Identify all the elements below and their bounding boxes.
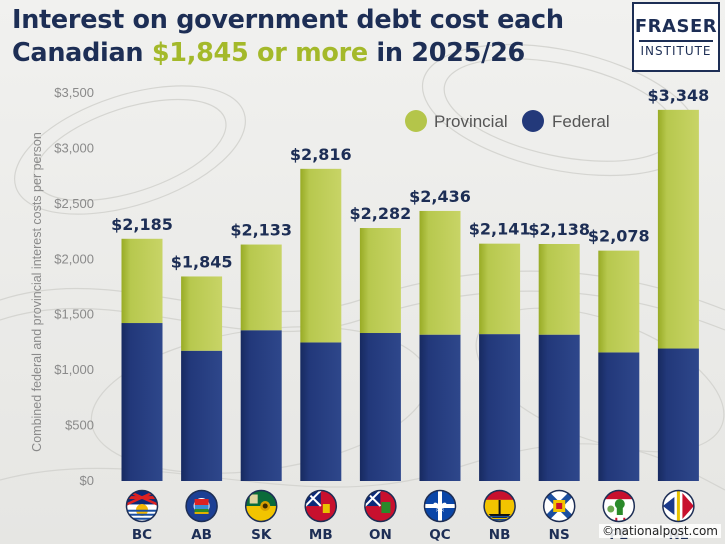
logo-text-bottom: INSTITUTE: [640, 43, 712, 58]
pe-flag-icon: [602, 489, 636, 523]
category-label-sk: SK: [251, 527, 272, 543]
y-tick-label: $2,500: [54, 196, 94, 211]
bar-provincial-ns: [538, 243, 580, 335]
nl-flag-icon: [662, 489, 695, 523]
total-label-sk: $2,133: [230, 221, 292, 240]
total-label-nb: $2,141: [469, 220, 531, 239]
y-tick-label: $2,000: [54, 251, 94, 266]
y-axis: $0 $500 $1,000 $1,500 $2,000 $2,500 $3,000 $3,5…: [54, 85, 94, 488]
bar-federal-pe: [598, 352, 640, 481]
logo-divider: [639, 39, 713, 42]
total-label-mb: $2,816: [290, 145, 352, 164]
y-tick-label: $1,000: [54, 362, 94, 377]
category-label-ab: AB: [191, 527, 212, 543]
total-label-ns: $2,138: [528, 220, 590, 239]
qc-flag-icon: ⚜: [423, 489, 457, 523]
title-line-2: Canadian $1,845 or more in 2025/26: [12, 37, 612, 70]
total-labels-group: $2,185 $1,845 $2,133 $2,816 $2,282$2,436 $2,1…: [111, 86, 709, 272]
svg-text:⚜: ⚜: [431, 494, 449, 518]
on-flag-icon: [364, 489, 397, 523]
bar-provincial-nl: [657, 109, 699, 349]
bar-federal-ab: [181, 350, 223, 481]
bar-federal-on: [359, 333, 401, 481]
title-line-2-prefix: Canadian: [12, 38, 152, 68]
category-label-nb: NB: [489, 527, 511, 543]
y-tick-label: $3,000: [54, 140, 94, 155]
bar-federal-nl: [657, 348, 699, 481]
bar-provincial-nb: [479, 243, 521, 335]
title-line-1: Interest on government debt cost each: [12, 5, 564, 35]
total-label-pe: $2,078: [588, 227, 650, 246]
title-highlight: $1,845 or more: [151, 38, 368, 68]
bar-federal-nb: [479, 334, 521, 481]
ns-flag-icon: [542, 489, 576, 523]
ab-flag-icon: [185, 489, 218, 523]
mb-flag-icon: [304, 489, 338, 523]
category-label-on: ON: [369, 527, 392, 543]
total-label-bc: $2,185: [111, 215, 173, 234]
bar-federal-mb: [300, 342, 342, 481]
source-credit: ©nationalpost.com: [599, 524, 721, 538]
total-label-ab: $1,845: [171, 252, 233, 271]
bar-provincial-on: [359, 228, 401, 334]
chart-title: Interest on government debt cost each Ca…: [12, 4, 612, 70]
total-label-nl: $3,348: [648, 86, 710, 105]
total-label-qc: $2,436: [409, 187, 471, 206]
category-label-bc: BC: [132, 527, 152, 543]
bar-federal-bc: [121, 323, 163, 481]
legend-marker-federal: [522, 110, 544, 132]
bars-group: [121, 109, 699, 481]
nb-flag-icon: [483, 489, 516, 523]
title-line-2-suffix: in 2025/26: [367, 38, 525, 68]
category-label-mb: MB: [309, 527, 333, 543]
total-label-on: $2,282: [350, 204, 412, 223]
bar-federal-qc: [419, 334, 461, 481]
flags-group: ⚜: [125, 489, 695, 523]
legend-marker-provincial: [405, 110, 427, 132]
bar-provincial-mb: [300, 168, 342, 343]
sk-flag-icon: [244, 489, 278, 523]
bar-provincial-bc: [121, 238, 163, 324]
bar-federal-ns: [538, 334, 580, 481]
y-tick-label: $1,500: [54, 307, 94, 322]
y-axis-label: Combined federal and provincial interest…: [30, 132, 44, 452]
logo-text-top: FRASER: [634, 15, 718, 37]
bar-provincial-qc: [419, 210, 461, 335]
bar-federal-sk: [240, 330, 282, 481]
fraser-institute-logo: FRASER INSTITUTE: [632, 2, 720, 72]
bar-provincial-ab: [181, 276, 223, 351]
bar-provincial-sk: [240, 244, 282, 331]
y-tick-label: $500: [65, 418, 94, 433]
y-tick-label: $0: [80, 473, 94, 488]
legend-label-federal: Federal: [552, 112, 610, 131]
legend-label-provincial: Provincial: [434, 112, 508, 131]
category-label-ns: NS: [549, 527, 570, 543]
legend: Provincial Federal: [405, 110, 610, 132]
category-label-qc: QC: [429, 527, 450, 543]
bar-provincial-pe: [598, 250, 640, 353]
bc-flag-icon: [125, 489, 159, 523]
y-tick-label: $3,500: [54, 85, 94, 100]
